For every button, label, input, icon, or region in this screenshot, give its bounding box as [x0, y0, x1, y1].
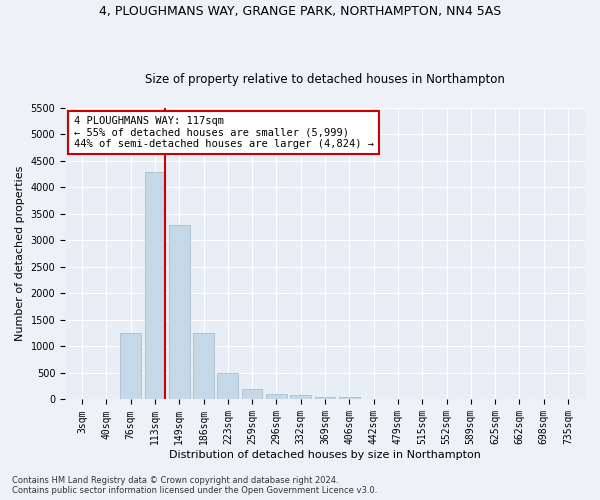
Bar — [169, 224, 190, 400]
X-axis label: Distribution of detached houses by size in Northampton: Distribution of detached houses by size … — [169, 450, 481, 460]
Text: 4, PLOUGHMANS WAY, GRANGE PARK, NORTHAMPTON, NN4 5AS: 4, PLOUGHMANS WAY, GRANGE PARK, NORTHAMP… — [99, 5, 501, 18]
Bar — [145, 172, 165, 400]
Bar — [193, 333, 214, 400]
Bar — [290, 396, 311, 400]
Bar — [314, 396, 335, 400]
Text: 4 PLOUGHMANS WAY: 117sqm
← 55% of detached houses are smaller (5,999)
44% of sem: 4 PLOUGHMANS WAY: 117sqm ← 55% of detach… — [74, 116, 374, 149]
Text: Contains HM Land Registry data © Crown copyright and database right 2024.
Contai: Contains HM Land Registry data © Crown c… — [12, 476, 377, 495]
Bar — [121, 333, 141, 400]
Bar — [217, 373, 238, 400]
Bar — [339, 397, 359, 400]
Bar — [266, 394, 287, 400]
Title: Size of property relative to detached houses in Northampton: Size of property relative to detached ho… — [145, 73, 505, 86]
Y-axis label: Number of detached properties: Number of detached properties — [15, 166, 25, 342]
Bar — [242, 389, 262, 400]
